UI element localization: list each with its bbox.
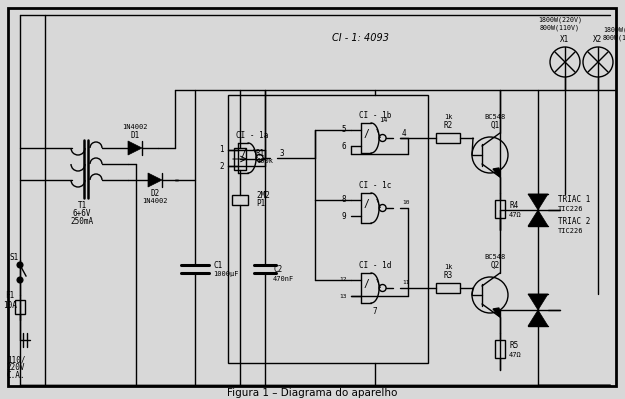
Text: CI - 1b: CI - 1b <box>359 111 391 120</box>
Text: R5: R5 <box>509 340 518 350</box>
Text: 11: 11 <box>402 280 409 286</box>
Polygon shape <box>493 308 500 317</box>
Text: 2: 2 <box>219 162 224 171</box>
Text: 1800W(220V): 1800W(220V) <box>538 17 582 23</box>
Text: Q1: Q1 <box>491 120 499 130</box>
Text: TRIAC 2: TRIAC 2 <box>558 217 591 227</box>
Polygon shape <box>528 194 548 210</box>
Text: 3: 3 <box>279 148 284 158</box>
Text: S1: S1 <box>9 253 19 263</box>
Text: 14: 14 <box>379 117 388 123</box>
Text: 800W(110V): 800W(110V) <box>603 35 625 41</box>
Bar <box>15 300 25 314</box>
Text: 1k: 1k <box>444 114 452 120</box>
Text: 6+6V: 6+6V <box>72 209 91 219</box>
Text: 2M2: 2M2 <box>256 190 270 200</box>
Text: 1: 1 <box>219 145 224 154</box>
Text: 1000μF: 1000μF <box>213 271 239 277</box>
Text: X2: X2 <box>593 36 602 45</box>
Text: 1800W(220V): 1800W(220V) <box>603 27 625 33</box>
Polygon shape <box>528 294 548 310</box>
Text: 9: 9 <box>342 211 347 221</box>
Polygon shape <box>148 173 162 187</box>
Text: D2: D2 <box>151 188 159 198</box>
Text: 1N4002: 1N4002 <box>122 124 148 130</box>
Bar <box>495 200 505 218</box>
Text: P1: P1 <box>256 198 265 207</box>
Text: 1k: 1k <box>444 264 452 270</box>
Text: D1: D1 <box>131 130 139 140</box>
Text: R3: R3 <box>443 271 452 280</box>
Text: 220V: 220V <box>7 363 25 373</box>
Text: 13: 13 <box>339 294 347 298</box>
Polygon shape <box>528 210 548 226</box>
Text: 47Ω: 47Ω <box>509 212 522 218</box>
Text: 7: 7 <box>372 308 378 316</box>
Bar <box>436 133 460 143</box>
Text: CI - 1d: CI - 1d <box>359 261 391 271</box>
Text: / \: / \ <box>364 129 382 139</box>
Polygon shape <box>493 168 500 177</box>
Text: CI - 1c: CI - 1c <box>359 182 391 190</box>
Text: / \: / \ <box>364 199 382 209</box>
Text: BC548: BC548 <box>484 114 506 120</box>
Text: 4: 4 <box>402 128 407 138</box>
Bar <box>436 283 460 293</box>
Bar <box>232 195 248 205</box>
Text: R2: R2 <box>443 120 452 130</box>
Text: 5: 5 <box>342 125 347 134</box>
Text: CI - 1a: CI - 1a <box>236 132 268 140</box>
Text: 250mA: 250mA <box>71 217 94 227</box>
Text: R4: R4 <box>509 201 518 209</box>
Text: Q2: Q2 <box>491 261 499 269</box>
Bar <box>228 95 428 363</box>
Text: 10A: 10A <box>3 300 17 310</box>
Text: F1: F1 <box>6 292 14 300</box>
Text: 1N4002: 1N4002 <box>142 198 168 204</box>
Text: 470nF: 470nF <box>273 276 294 282</box>
Text: C.A.: C.A. <box>7 371 25 381</box>
Circle shape <box>17 277 23 283</box>
Text: 12: 12 <box>339 277 347 282</box>
Text: BC548: BC548 <box>484 254 506 260</box>
Text: 800W(110V): 800W(110V) <box>540 25 580 31</box>
Text: 10: 10 <box>402 201 409 205</box>
Text: 110/: 110/ <box>7 356 25 365</box>
Bar <box>495 340 505 358</box>
Text: / \: / \ <box>364 279 382 289</box>
Text: R1: R1 <box>256 148 265 158</box>
Text: 100k: 100k <box>256 158 273 164</box>
Text: TRIAC 1: TRIAC 1 <box>558 196 591 205</box>
Bar <box>234 148 246 170</box>
Polygon shape <box>128 141 142 155</box>
Text: Figura 1 – Diagrama do aparelho: Figura 1 – Diagrama do aparelho <box>227 388 398 398</box>
Text: T1: T1 <box>78 201 87 211</box>
Text: / \: / \ <box>241 149 259 159</box>
Text: 47Ω: 47Ω <box>509 352 522 358</box>
Circle shape <box>17 262 23 268</box>
Text: TIC226: TIC226 <box>558 228 584 234</box>
Text: 6: 6 <box>342 142 347 150</box>
Text: CI - 1: 4093: CI - 1: 4093 <box>331 33 389 43</box>
Text: X1: X1 <box>561 36 569 45</box>
Text: C2: C2 <box>273 265 282 275</box>
Text: 8: 8 <box>342 196 347 204</box>
Text: C1: C1 <box>213 261 222 269</box>
Polygon shape <box>528 310 548 326</box>
Text: TIC226: TIC226 <box>558 206 584 212</box>
